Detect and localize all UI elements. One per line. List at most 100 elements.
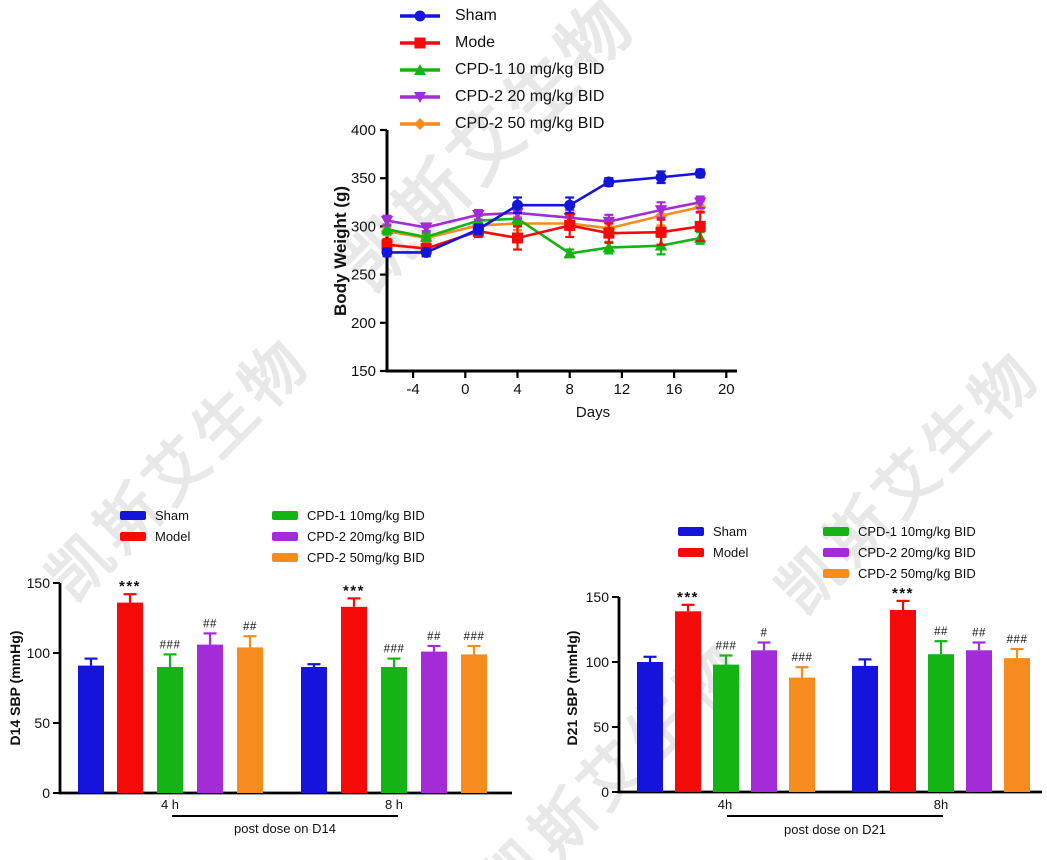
y-tick-label: 150 <box>351 363 376 380</box>
y-tick-label: 0 <box>601 784 609 800</box>
d14-group-label-4h: 4 h <box>160 797 180 812</box>
x-tick-label: 4 <box>513 381 521 398</box>
x-tick-label: 20 <box>718 381 735 398</box>
line-chart-y-axis-label: Body Weight (g) <box>331 186 350 316</box>
data-marker <box>655 226 667 238</box>
legend-label: CPD-2 50 mg/kg BID <box>455 114 605 132</box>
legend-swatch-icon <box>272 532 298 541</box>
significance-annotation: ## <box>972 628 986 640</box>
data-marker <box>564 199 576 211</box>
legend-label: Sham <box>713 524 747 539</box>
data-marker <box>694 167 706 179</box>
data-marker <box>694 220 706 232</box>
triangle-up-legend-marker-icon <box>400 63 440 75</box>
bar <box>78 665 104 793</box>
series-line <box>386 205 701 240</box>
legend-item: CPD-2 20 mg/kg BID <box>398 83 604 110</box>
data-marker <box>420 246 432 258</box>
d21-legend-column-2: CPD-1 10mg/kg BID CPD-2 20mg/kg BID CPD-2 … <box>823 521 976 584</box>
y-tick-label: 100 <box>586 654 610 670</box>
data-marker <box>419 222 433 234</box>
legend-label: CPD-1 10mg/kg BID <box>858 524 976 539</box>
data-marker <box>419 231 433 245</box>
legend-label: Sham <box>155 508 189 523</box>
data-marker <box>380 215 394 228</box>
data-marker <box>694 200 707 214</box>
bar <box>157 667 183 793</box>
bar <box>301 667 327 793</box>
significance-annotation: ## <box>427 631 441 643</box>
y-tick-label: 50 <box>34 715 50 731</box>
data-marker <box>472 223 484 235</box>
legend-item: CPD-1 10 mg/kg BID <box>398 56 604 83</box>
data-marker <box>654 205 668 217</box>
d14-legend-column-1: Sham Model <box>120 505 190 547</box>
data-marker <box>603 176 615 188</box>
significance-annotation: ### <box>792 652 813 664</box>
data-marker <box>602 222 616 235</box>
significance-annotation: *** <box>892 585 914 602</box>
legend-label: Sham <box>455 6 497 24</box>
significance-annotation: ### <box>716 641 737 653</box>
x-tick-label: 0 <box>461 381 469 398</box>
legend-item: Model <box>678 542 748 563</box>
bar <box>928 654 954 792</box>
y-tick-label: 150 <box>586 589 610 605</box>
legend-label: CPD-2 20mg/kg BID <box>858 545 976 560</box>
bar <box>461 654 487 793</box>
d14_sbp-axes <box>58 583 512 795</box>
legend-item: CPD-1 10mg/kg BID <box>272 505 425 526</box>
y-tick-label: 400 <box>351 122 376 139</box>
d21-chart-y-axis-label: D21 SBP (mmHg) <box>564 630 580 746</box>
data-marker <box>563 246 576 259</box>
bar <box>637 662 663 792</box>
data-marker <box>420 243 432 255</box>
bar <box>341 606 367 793</box>
bar <box>789 677 815 792</box>
d21_sbp-axes <box>617 597 1042 794</box>
legend-swatch-icon <box>272 511 298 520</box>
d14-group-label-8h: 8 h <box>384 797 404 812</box>
x-tick-label: 12 <box>614 381 631 398</box>
x-tick-label: 16 <box>666 381 683 398</box>
legend-label: Model <box>713 545 749 560</box>
data-marker <box>380 225 394 238</box>
y-tick-label: 300 <box>351 218 376 235</box>
significance-annotation: *** <box>677 589 699 606</box>
y-tick-label: 250 <box>351 267 376 284</box>
line-chart-x-axis-label: Days <box>575 404 611 421</box>
bar <box>751 650 777 792</box>
x-tick-label: 8 <box>566 381 574 398</box>
bar <box>966 650 992 792</box>
legend-item: Sham <box>678 521 748 542</box>
d14-axis-note: post dose on D14 <box>234 821 336 836</box>
legend-swatch-icon <box>272 553 298 562</box>
legend-label: CPD-2 20 mg/kg BID <box>455 87 605 105</box>
legend-swatch-icon <box>678 548 704 557</box>
x-tick-label: -4 <box>406 381 419 398</box>
legend-swatch-icon <box>823 569 849 578</box>
bar <box>852 665 878 792</box>
data-marker <box>655 171 667 183</box>
significance-annotation: # <box>761 628 768 640</box>
legend-item: CPD-2 50mg/kg BID <box>272 547 425 568</box>
data-marker <box>381 239 393 251</box>
significance-annotation: ### <box>384 644 405 656</box>
legend-label: CPD-1 10 mg/kg BID <box>455 60 605 78</box>
y-tick-label: 100 <box>27 645 51 661</box>
data-marker <box>511 212 524 224</box>
bar <box>1004 658 1030 792</box>
d14-chart-y-axis-label: D14 SBP (mmHg) <box>7 630 23 746</box>
significance-annotation: *** <box>119 578 141 595</box>
data-marker <box>380 222 394 235</box>
significance-annotation: ## <box>203 618 217 630</box>
series-line <box>386 217 701 255</box>
bar <box>675 611 701 792</box>
bar <box>117 602 143 793</box>
data-marker <box>512 199 523 211</box>
bar <box>197 644 223 793</box>
watermark-text: 凯斯艾生物 <box>32 322 325 615</box>
significance-annotation: ### <box>464 631 485 643</box>
data-marker <box>563 217 576 230</box>
watermark-text: 凯斯艾生物 <box>762 335 1047 628</box>
